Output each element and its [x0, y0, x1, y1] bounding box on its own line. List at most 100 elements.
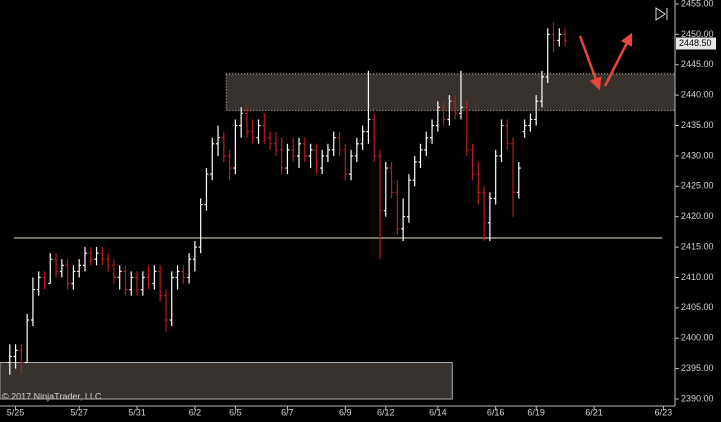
ohlc-bar: [140, 271, 145, 296]
ohlc-bar: [19, 344, 24, 375]
ohlc-bar: [187, 253, 192, 284]
last-price-box: [676, 37, 716, 50]
ohlc-bar: [268, 131, 273, 150]
copyright: © 2017 NinjaTrader, LLC: [2, 391, 102, 401]
arrow-up: [603, 32, 633, 87]
ohlc-bar: [146, 265, 151, 290]
x-tick-label: 6/21: [585, 407, 603, 417]
ohlc-bar: [285, 143, 290, 175]
ohlc-bar: [360, 125, 365, 150]
ohlc-bar: [221, 131, 226, 162]
ohlc-bar: [135, 271, 140, 296]
ohlc-bar: [545, 28, 550, 83]
x-tick-label: 6/16: [487, 407, 505, 417]
ohlc-bar: [111, 259, 116, 284]
ohlc-bar: [476, 162, 481, 205]
arrow-down: [578, 35, 602, 91]
ohlc-bar: [198, 198, 203, 254]
ohlc-bar: [262, 113, 267, 144]
ohlc-bar: [77, 259, 82, 278]
ohlc-bar: [297, 137, 302, 169]
ohlc-bar: [505, 119, 510, 150]
ohlc-bar: [511, 137, 516, 217]
ohlc-bar: [13, 344, 18, 369]
y-tick-label: 2410.00: [681, 272, 714, 282]
ohlc-bar: [383, 162, 388, 217]
x-tick-label: 6/2: [189, 407, 202, 417]
y-tick-label: 2395.00: [681, 363, 714, 373]
ohlc-bar: [401, 198, 406, 241]
ohlc-bar: [482, 186, 487, 241]
scroll-end-icon[interactable]: [655, 7, 668, 21]
ohlc-bar: [216, 125, 221, 156]
ohlc-bar: [470, 143, 475, 181]
ohlc-bar: [337, 131, 342, 156]
ohlc-bar: [244, 107, 249, 138]
ohlc-bar: [302, 137, 307, 162]
zone: [0, 362, 453, 400]
ohlc-bar: [233, 119, 238, 175]
ohlc-bar: [343, 143, 348, 181]
ohlc-bar: [25, 313, 30, 364]
ohlc-bar: [377, 149, 382, 260]
ohlc-bar: [100, 247, 105, 266]
ohlc-bar: [395, 180, 400, 235]
ohlc-bar: [308, 143, 313, 169]
ohlc-bar: [88, 247, 93, 266]
ohlc-bar: [48, 253, 53, 285]
x-tick-label: 6/19: [527, 407, 545, 417]
ohlc-bar: [175, 265, 180, 290]
ohlc-bar: [158, 265, 163, 302]
ohlc-bar: [152, 265, 157, 290]
ohlc-bar: [36, 271, 41, 296]
y-tick-label: 2455.00: [681, 0, 714, 8]
ohlc-bar: [441, 101, 446, 126]
ohlc-bar: [354, 137, 359, 162]
ohlc-bar: [522, 119, 527, 138]
ohlc-bar: [169, 271, 174, 327]
ohlc-bar: [204, 168, 209, 211]
ohlc-bar: [65, 259, 70, 290]
ohlc-bar: [273, 131, 278, 156]
ohlc-bar: [389, 162, 394, 199]
ohlc-bar: [430, 119, 435, 144]
ohlc-bar: [534, 95, 539, 126]
ohlc-bar: [320, 149, 325, 175]
ohlc-bar: [487, 192, 492, 241]
ohlc-bar: [516, 162, 521, 199]
ohlc-bar: [314, 143, 319, 175]
ohlc-bar: [424, 131, 429, 156]
ohlc-bar: [123, 265, 128, 296]
ohlc-bar: [42, 271, 47, 290]
ohlc-bar: [412, 155, 417, 187]
ohlc-bar: [129, 271, 134, 296]
ohlc-bar: [406, 174, 411, 223]
y-tick-label: 2415.00: [681, 241, 714, 251]
y-tick-label: 2445.00: [681, 59, 714, 69]
ohlc-bar: [563, 28, 568, 47]
ohlc-bar: [181, 265, 186, 284]
ohlc-bar: [366, 70, 371, 144]
x-tick-label: 6/14: [429, 407, 447, 417]
ohlc-bar: [30, 277, 35, 327]
last-price-label: 2448.50: [679, 38, 712, 48]
ohlc-bar: [418, 143, 423, 169]
ohlc-bar: [331, 131, 336, 156]
y-tick-label: 2440.00: [681, 90, 714, 100]
x-tick-label: 5/25: [7, 407, 25, 417]
ohlc-bar: [349, 149, 354, 181]
ohlc-bar: [82, 247, 87, 272]
x-tick-label: 6/12: [377, 407, 395, 417]
ohlc-bar: [539, 70, 544, 108]
ohlc-bar: [557, 28, 562, 47]
ohlc-bar: [453, 95, 458, 120]
ohlc-bar: [54, 253, 59, 278]
ohlc-bar: [227, 149, 232, 181]
ohlc-bar: [528, 113, 533, 132]
ohlc-bar: [256, 119, 261, 144]
x-tick-label: 5/27: [70, 407, 88, 417]
y-tick-label: 2390.00: [681, 393, 714, 403]
x-tick-label: 5/31: [128, 407, 146, 417]
y-tick-label: 2400.00: [681, 333, 714, 343]
